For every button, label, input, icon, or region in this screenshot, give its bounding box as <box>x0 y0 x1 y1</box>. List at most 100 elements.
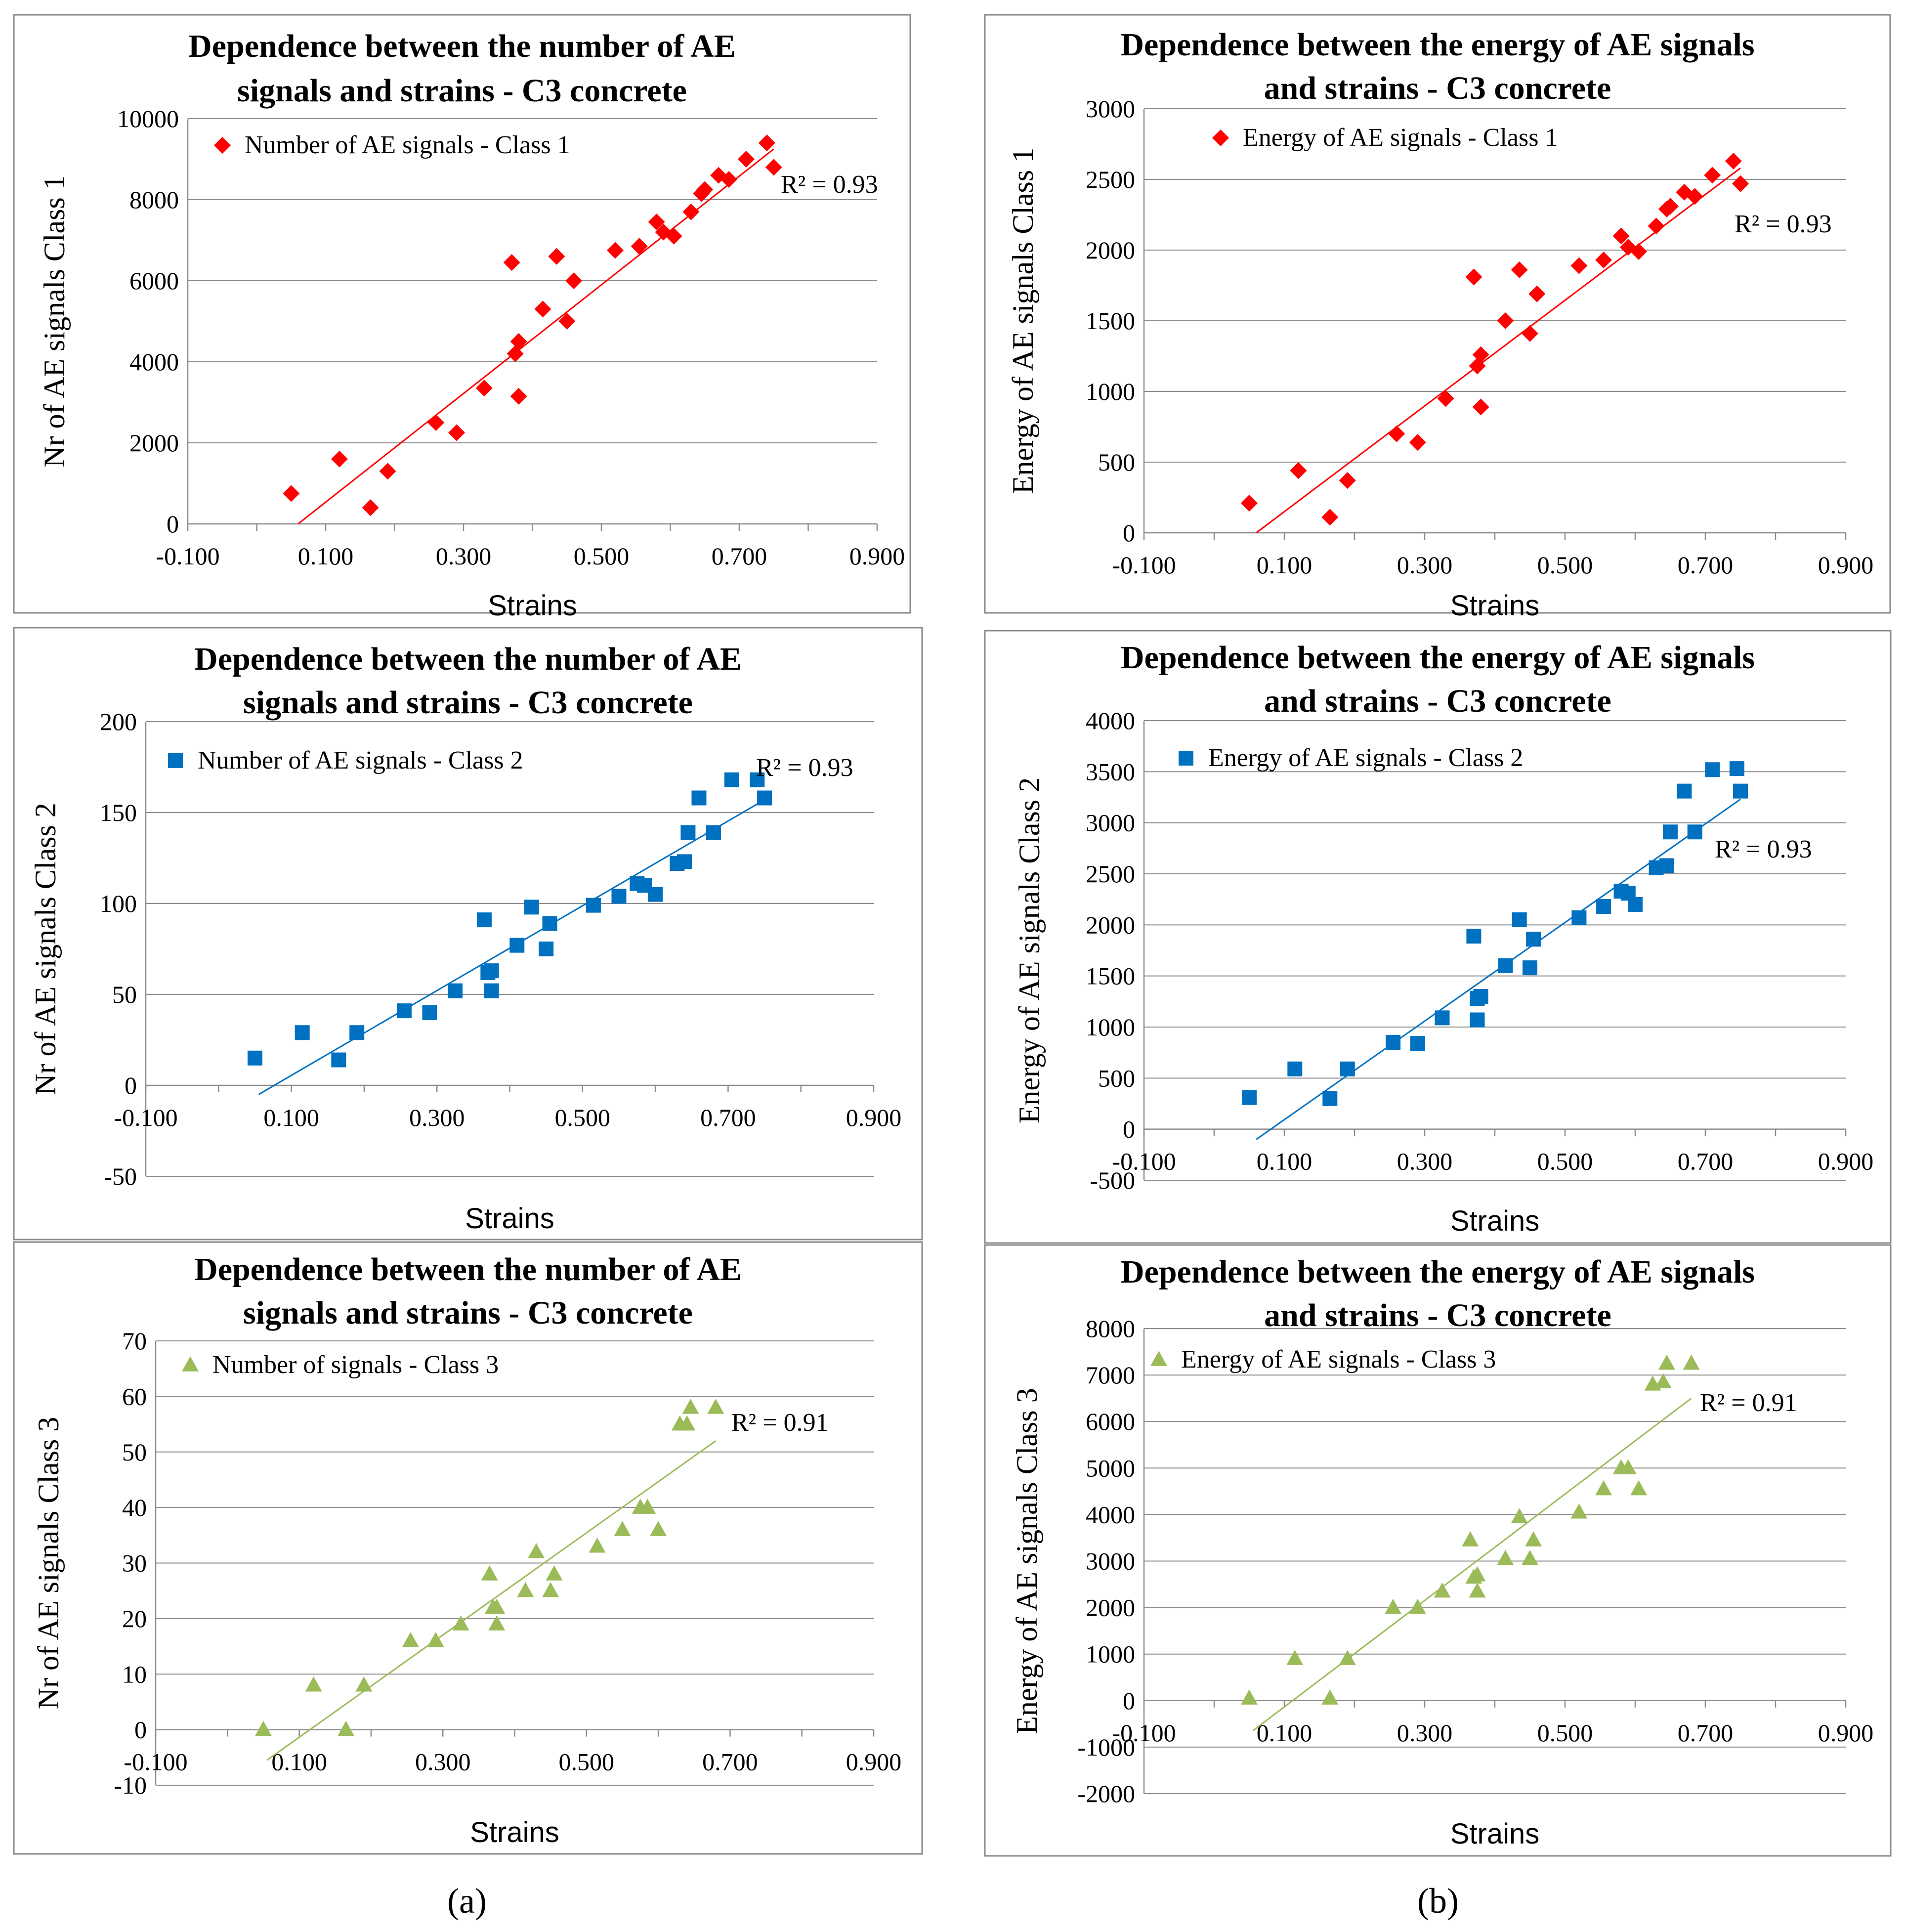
data-point <box>1410 1036 1425 1051</box>
x-tick-label: 0.700 <box>712 542 767 570</box>
data-point <box>355 1676 373 1692</box>
y-tick-label: 3000 <box>1086 809 1135 837</box>
data-point <box>517 1582 534 1597</box>
data-point <box>665 227 682 245</box>
data-point <box>1528 285 1546 302</box>
legend-label: Energy of AE signals - Class 2 <box>1208 744 1523 772</box>
legend-label: Energy of AE signals - Class 1 <box>1243 124 1558 152</box>
data-point <box>1523 960 1537 976</box>
y-tick-label: 2000 <box>129 429 179 457</box>
chart-panel-a2: Dependence between the number of AE signa… <box>13 627 923 1241</box>
data-point <box>331 1052 346 1068</box>
data-point <box>757 790 772 806</box>
data-point <box>427 1631 444 1647</box>
data-point <box>1648 217 1665 235</box>
y-tick-label: 8000 <box>129 186 179 214</box>
data-point <box>1612 227 1630 245</box>
data-point <box>1498 958 1513 973</box>
y-tick-label: 4000 <box>1086 707 1135 734</box>
x-tick-label: -0.100 <box>114 1104 177 1131</box>
data-point <box>737 151 755 168</box>
data-point <box>305 1676 322 1692</box>
y-axis-title: Nr of AE signals Class 3 <box>32 1417 65 1710</box>
r-squared-label: R² = 0.93 <box>1735 210 1832 238</box>
data-point <box>1526 932 1541 947</box>
y-tick-label: 60 <box>122 1382 147 1410</box>
y-tick-label: 0 <box>125 1072 137 1099</box>
x-axis-title: Strains <box>488 590 577 622</box>
data-point <box>724 772 739 787</box>
data-point <box>1686 188 1703 205</box>
chart-panel-b1: Dependence between the energy of AE sign… <box>984 14 1891 622</box>
chart-title-line: Dependence between the number of AE <box>188 28 736 64</box>
x-tick-label: 0.500 <box>559 1748 615 1776</box>
data-point <box>1704 167 1721 184</box>
data-point <box>707 1399 724 1414</box>
data-point <box>539 942 554 956</box>
data-point <box>1570 257 1588 274</box>
data-point <box>1435 1010 1450 1026</box>
data-point <box>1620 886 1636 901</box>
y-tick-label: 6000 <box>129 267 179 295</box>
data-point <box>1472 346 1489 363</box>
x-axis-title: Strains <box>1450 1205 1540 1237</box>
legend-marker <box>1179 751 1193 766</box>
data-point <box>379 463 396 480</box>
r-squared-label: R² = 0.91 <box>731 1409 829 1437</box>
data-point <box>720 171 738 188</box>
y-tick-label: 0 <box>1123 1687 1135 1715</box>
data-point <box>488 1615 506 1631</box>
x-axis-title: Strains <box>1450 590 1540 622</box>
r-squared-label: R² = 0.93 <box>1715 835 1812 863</box>
legend-marker <box>214 137 231 154</box>
data-point <box>448 424 466 441</box>
y-tick-label: -2000 <box>1077 1780 1135 1807</box>
panel-frame <box>984 14 1891 614</box>
r-squared-label: R² = 0.93 <box>756 754 853 782</box>
data-point <box>1654 1373 1672 1388</box>
y-tick-label: 200 <box>100 708 137 735</box>
x-tick-label: 0.300 <box>415 1748 471 1776</box>
chart-title-line: Dependence between the energy of AE sign… <box>1120 27 1754 63</box>
x-tick-label: 0.300 <box>436 542 492 570</box>
x-tick-label: 0.700 <box>1678 551 1734 579</box>
y-tick-label: 20 <box>122 1605 147 1632</box>
y-tick-label: 1000 <box>1086 1013 1135 1041</box>
x-tick-label: 0.900 <box>1818 1719 1874 1747</box>
y-axis-title: Energy of AE signals Class 1 <box>1007 148 1039 494</box>
y-tick-label: 4000 <box>1086 1501 1135 1528</box>
data-point <box>682 1399 699 1414</box>
y-tick-label: 5000 <box>1086 1454 1135 1482</box>
data-point <box>481 1565 498 1581</box>
data-point <box>247 1050 262 1066</box>
data-point <box>1466 929 1482 944</box>
x-tick-label: -0.100 <box>124 1748 187 1776</box>
y-tick-label: 50 <box>122 1438 147 1466</box>
x-tick-label: 0.500 <box>555 1104 611 1131</box>
data-point <box>396 1003 412 1019</box>
y-tick-label: 2500 <box>1086 860 1135 888</box>
data-point <box>1705 762 1720 777</box>
x-tick-label: 0.500 <box>1537 1148 1593 1175</box>
x-axis-title: Strains <box>465 1202 554 1235</box>
y-tick-label: 10000 <box>117 105 179 132</box>
data-point <box>448 983 463 998</box>
data-point <box>1687 824 1702 840</box>
data-point <box>427 414 445 431</box>
chart-panel-b3: Dependence between the energy of AE sign… <box>984 1244 1892 1857</box>
data-point <box>1437 390 1454 407</box>
y-tick-label: 100 <box>100 890 137 917</box>
y-tick-label: 2000 <box>1086 1594 1135 1622</box>
data-point <box>1462 1531 1479 1546</box>
y-tick-label: -10 <box>114 1771 147 1799</box>
legend-label: Number of AE signals - Class 1 <box>245 131 570 159</box>
data-point <box>1512 912 1527 927</box>
y-tick-label: 8000 <box>1086 1315 1135 1342</box>
y-tick-label: 1000 <box>1086 1640 1135 1668</box>
x-tick-label: 0.100 <box>1257 1719 1312 1747</box>
chart-title-line: Dependence between the energy of AE sign… <box>1121 640 1755 676</box>
data-point <box>1470 1012 1485 1028</box>
data-point <box>1473 989 1488 1004</box>
chart-panel-a1: Dependence between the number of AE signa… <box>13 14 911 622</box>
chart-title-line: signals and strains - C3 concrete <box>243 1295 693 1331</box>
